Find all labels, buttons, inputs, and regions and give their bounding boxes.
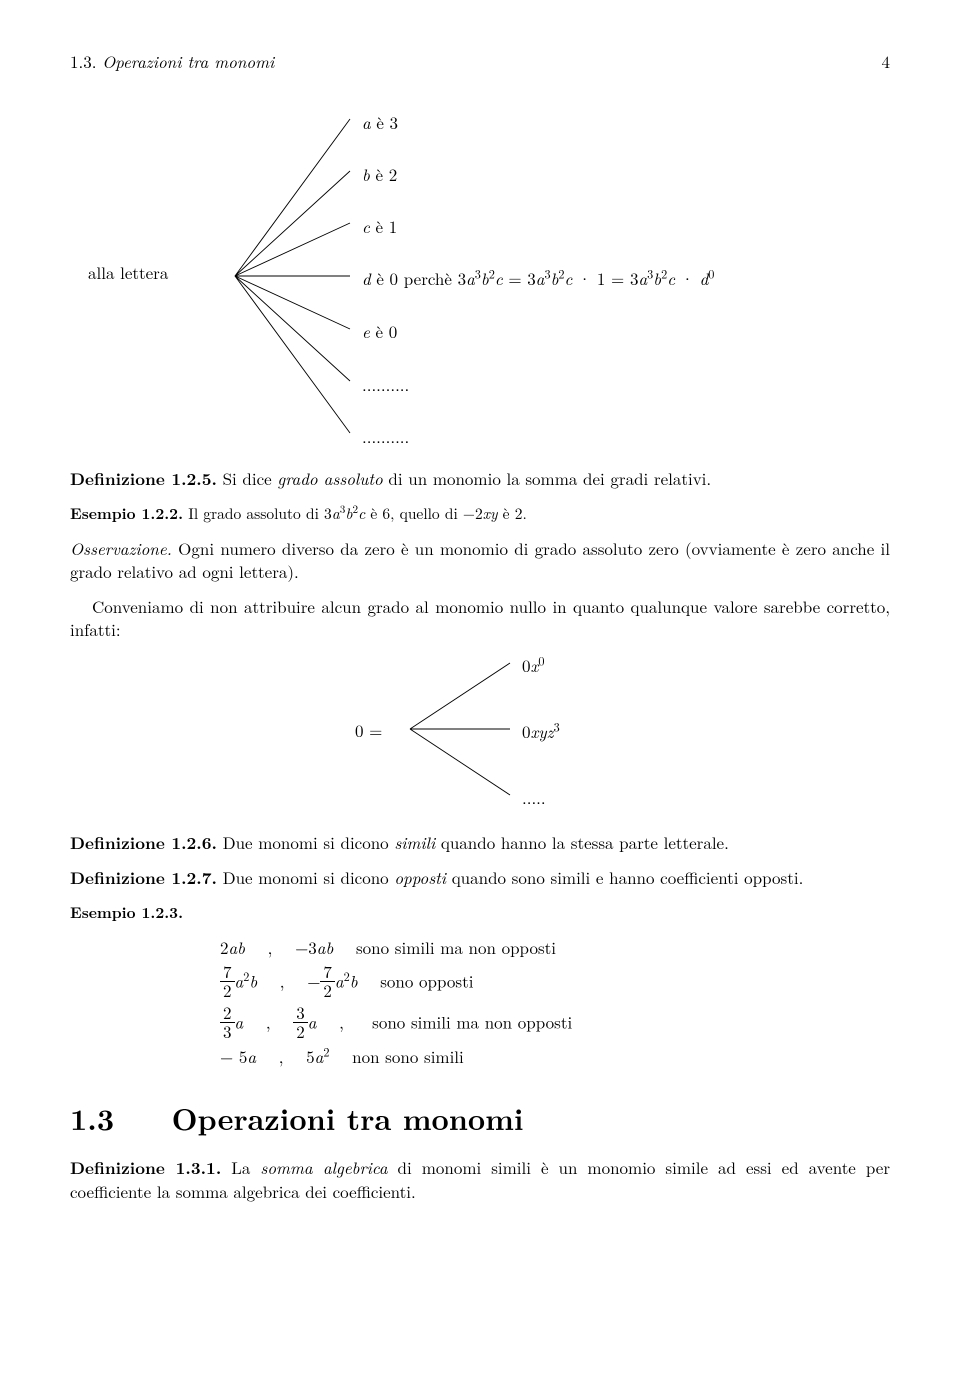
fan2-branch-label: 0x0 <box>522 654 545 677</box>
fan2-root-label: 0 = <box>355 719 382 742</box>
def-label: Definizione 1.2.6. <box>70 831 217 855</box>
example-1-2-3-label: Esempio 1.2.3. <box>70 902 890 924</box>
fan2-lines-svg <box>70 651 890 811</box>
fan2-branch-label: ..... <box>522 786 546 809</box>
example-1-2-3-rows: 2ab , −3ab sono simili ma non opposti 72a… <box>220 936 890 1067</box>
def-text-after: quando hanno la stessa parte letterale. <box>435 830 729 854</box>
fan-diagram-letters: alla lettera a è 3 b è 2 c è 1 d è 0 perchè… <box>70 111 890 441</box>
fan-diagram-zero: 0 = 0x0 0xyz3..... <box>70 651 890 811</box>
def-term: simili <box>394 830 435 854</box>
fan-root-label: alla lettera <box>88 261 168 284</box>
example-row: 23a , 32a , sono simili ma non opposti <box>220 1004 890 1041</box>
fan-branch-label: c è 1 <box>362 215 397 238</box>
def-text-before: Si dice <box>223 466 278 490</box>
conveniamo-paragraph: Conveniamo di non attribuire alcun grado… <box>70 595 890 641</box>
def-label: Definizione 1.2.7. <box>70 866 217 890</box>
fan2-branch-label: 0xyz3 <box>522 720 560 743</box>
section-1-3-heading: 1.3 Operazioni tra monomi <box>70 1098 890 1139</box>
def-text-before: Due monomi si dicono <box>223 830 395 854</box>
example-label: Esempio 1.2.3. <box>70 900 183 923</box>
def-text-after: quando sono simili e hanno coefficienti … <box>446 865 803 889</box>
header-left: 1.3. Operazioni tra monomi <box>70 50 274 73</box>
fan-branch-label: .......... <box>362 425 409 448</box>
example-1-2-2: Esempio 1.2.2. Il grado assoluto di 3a3b… <box>70 503 890 525</box>
header-sectitle: Operazioni tra monomi <box>102 49 274 73</box>
example-row: − 5a , 5a2 non sono simili <box>220 1045 890 1068</box>
fan-branch-label: a è 3 <box>362 111 398 134</box>
def-term: somma algebrica <box>260 1155 387 1179</box>
header-secnum: 1.3. <box>70 49 96 73</box>
definition-1-2-6: Definizione 1.2.6. Due monomi si dicono … <box>70 831 890 855</box>
definition-1-2-7: Definizione 1.2.7. Due monomi si dicono … <box>70 866 890 890</box>
osservazione-text: Ogni numero diverso da zero è un monomio… <box>70 536 890 583</box>
def-label: Definizione 1.2.5. <box>70 467 217 491</box>
example-row: 2ab , −3ab sono simili ma non opposti <box>220 936 890 959</box>
definition-1-2-5: Definizione 1.2.5. Si dice grado assolut… <box>70 467 890 491</box>
def-term: opposti <box>394 865 446 889</box>
fan-branch-label: e è 0 <box>362 320 397 343</box>
osservazione: Osservazione. Ogni numero diverso da zer… <box>70 537 890 583</box>
section-title: Operazioni tra monomi <box>172 1096 524 1139</box>
def-term: grado assoluto <box>277 466 382 490</box>
osservazione-label: Osservazione. <box>70 536 172 560</box>
def-label: Definizione 1.3.1. <box>70 1156 221 1180</box>
page-header: 1.3. Operazioni tra monomi 4 <box>70 50 890 73</box>
def-text-before: Due monomi si dicono <box>223 865 395 889</box>
def-text-after: di un monomio la somma dei gradi relativ… <box>383 466 711 490</box>
section-number: 1.3 <box>70 1096 114 1139</box>
fan-branch-label: b è 2 <box>362 163 397 186</box>
page-number: 4 <box>882 50 891 73</box>
fan-branch-label: .......... <box>362 373 409 396</box>
example-text: Il grado assoluto di 3a3b2c è 6, quello … <box>188 503 527 524</box>
fan-branch-label: d è 0 perchè 3a3b2c = 3a3b2c · 1 = 3a3b2… <box>362 267 714 290</box>
def-text-before: La <box>231 1155 260 1179</box>
definition-1-3-1: Definizione 1.3.1. La somma algebrica di… <box>70 1156 890 1203</box>
example-label: Esempio 1.2.2. <box>70 501 183 524</box>
example-row: 72a2b , −72a2b sono opposti <box>220 963 890 1000</box>
